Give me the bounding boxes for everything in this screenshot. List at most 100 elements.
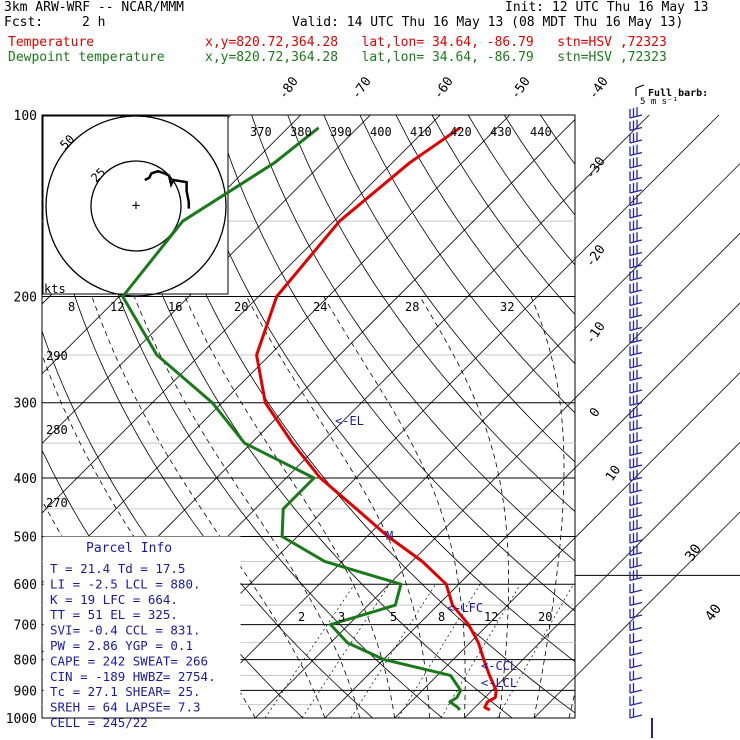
isotherm-line bbox=[674, 115, 740, 718]
moist-adiabat bbox=[530, 296, 565, 718]
parcel-info-bg bbox=[43, 536, 241, 718]
isotherm-label: 10 bbox=[603, 463, 624, 484]
model-title: 3km ARW-WRF -- NCAR/MMM bbox=[4, 0, 185, 15]
isotherm-label: -30 bbox=[583, 154, 609, 182]
dry-adiabat bbox=[70, 115, 443, 718]
wind-barb bbox=[629, 282, 643, 294]
moist-adiabat bbox=[323, 296, 466, 718]
mixing-ratio-label: 8 bbox=[438, 610, 445, 624]
isotherm-extension bbox=[574, 302, 740, 469]
isotherm-line bbox=[42, 115, 511, 584]
header: 3km ARW-WRF -- NCAR/MMM Init: 12 UTC Thu… bbox=[0, 0, 740, 70]
wind-barb bbox=[629, 369, 643, 382]
wind-barb bbox=[629, 182, 643, 194]
dry-adiabat bbox=[395, 115, 575, 365]
level-marker: <-EL bbox=[335, 414, 364, 428]
wind-barb bbox=[629, 407, 643, 419]
isotherm-line bbox=[464, 606, 575, 718]
isotherm-label: -80 bbox=[276, 74, 302, 102]
isotherm-line bbox=[394, 537, 575, 718]
dewpoint-legend-info: x,y=820.72,364.28 lat,lon= 34.64, -86.79… bbox=[205, 50, 667, 65]
pressure-tick-label: 1000 bbox=[6, 712, 37, 727]
wind-barb bbox=[629, 583, 643, 594]
wind-barb bbox=[629, 419, 643, 432]
wind-barb bbox=[629, 633, 643, 644]
dry-adiabat bbox=[323, 115, 575, 463]
hodograph-ring bbox=[90, 160, 182, 252]
mixing-ratio-label: 2 bbox=[298, 610, 305, 624]
sounding-profiles bbox=[121, 126, 498, 712]
mixing-ratio-label: 28 bbox=[405, 300, 419, 314]
moist-adiabat bbox=[246, 296, 430, 718]
wind-barb bbox=[629, 294, 643, 307]
wind-barb bbox=[629, 332, 643, 344]
parcel-info-row: PW = 2.86 YGP = 0.1 bbox=[50, 638, 193, 653]
temperature-legend-info: x,y=820.72,364.28 lat,lon= 34.64, -86.79… bbox=[205, 35, 667, 50]
moist-adiabat bbox=[604, 297, 716, 719]
pressure-tick-label: 100 bbox=[14, 109, 37, 124]
pressure-tick-label: 900 bbox=[14, 684, 37, 699]
dry-adiabat bbox=[215, 115, 575, 612]
dry-adiabat bbox=[721, 115, 740, 718]
wind-barb bbox=[629, 194, 643, 207]
mixing-ratio-label: 8 bbox=[68, 300, 75, 314]
wind-barb bbox=[629, 107, 643, 119]
init-time: Init: 12 UTC Thu 16 May 13 bbox=[505, 0, 709, 15]
dry-adiabat bbox=[649, 115, 740, 718]
wind-barb bbox=[629, 132, 643, 144]
parcel-info-row: K = 19 LFC = 664. bbox=[50, 592, 178, 607]
parcel-info-row: SREH = 64 LAPSE= 7.3 bbox=[50, 700, 201, 715]
level-marker: M bbox=[386, 529, 393, 543]
wind-barb bbox=[629, 244, 643, 257]
wind-barb bbox=[629, 507, 643, 519]
dry-adiabat bbox=[287, 115, 575, 512]
wind-barb bbox=[629, 232, 643, 244]
theta-side-label: 280 bbox=[46, 423, 68, 437]
wind-barb bbox=[629, 394, 643, 407]
wind-barb bbox=[629, 269, 643, 282]
mixing-ratio-line bbox=[350, 584, 436, 718]
fcst-value: 2 h bbox=[82, 15, 106, 30]
parcel-info-row: CELL = 245/22 bbox=[50, 715, 148, 730]
pressure-tick-label: 800 bbox=[14, 654, 37, 669]
wind-barb bbox=[629, 257, 643, 269]
isotherm-extension bbox=[574, 442, 740, 608]
isotherm-extension bbox=[574, 163, 740, 329]
parcel-info-title: Parcel Info bbox=[86, 541, 172, 556]
wind-barb bbox=[629, 119, 643, 132]
pressure-tick-label: 300 bbox=[14, 397, 37, 412]
isotherm-line bbox=[324, 467, 575, 718]
isotherm-label: -40 bbox=[586, 74, 612, 102]
isotherm-extension bbox=[574, 511, 740, 678]
theta-side-label: 290 bbox=[46, 349, 68, 363]
wind-barb bbox=[629, 494, 643, 507]
mixing-ratio-line bbox=[264, 584, 355, 718]
wind-barb bbox=[629, 569, 643, 582]
fcst-label: Fcst: bbox=[4, 15, 44, 30]
wind-barb bbox=[629, 482, 643, 494]
dry-adiabat bbox=[251, 115, 575, 562]
isotherm-extension bbox=[574, 114, 720, 260]
parcel-info-row: Tc = 27.1 SHEAR= 25. bbox=[50, 684, 201, 699]
dewpoint-legend-label: Dewpoint temperature bbox=[8, 50, 165, 65]
dry-adiabat bbox=[685, 115, 740, 718]
theta-label: 430 bbox=[490, 125, 512, 139]
pressure-tick-label: 400 bbox=[14, 472, 37, 487]
parcel-info-row: CIN = -189 HWBZ= 2754. bbox=[50, 669, 216, 684]
isotherm-label: -60 bbox=[431, 74, 457, 102]
theta-label: 370 bbox=[250, 125, 272, 139]
mixing-ratio-label: 5 bbox=[390, 610, 397, 624]
isotherm-extension bbox=[574, 233, 740, 399]
wind-barb bbox=[629, 683, 643, 694]
mixing-ratio-label: 12 bbox=[110, 300, 124, 314]
moist-adiabat bbox=[133, 296, 361, 718]
temperature-profile bbox=[255, 126, 498, 712]
dry-adiabat bbox=[142, 115, 575, 714]
moist-adiabat bbox=[568, 690, 575, 718]
wind-legend-sub: 5 m s⁻¹ bbox=[640, 97, 678, 107]
moist-adiabat bbox=[419, 296, 510, 718]
wind-barb bbox=[629, 608, 643, 619]
moist-adiabat bbox=[91, 296, 326, 718]
parcel-info-row: CAPE = 242 SWEAT= 266 bbox=[50, 653, 208, 668]
